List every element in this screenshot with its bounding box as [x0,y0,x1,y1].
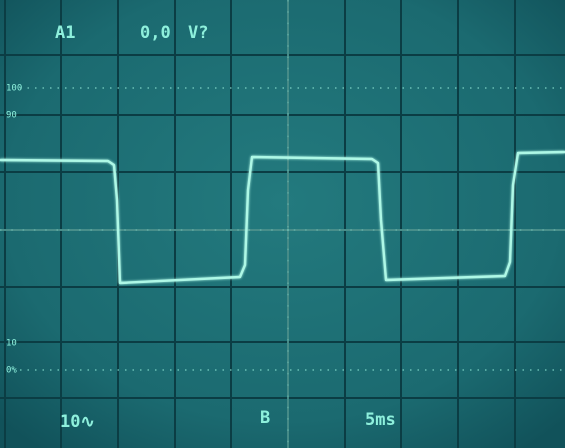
time-per-division: 5ms [365,410,396,430]
volts-per-division: 10∿ [60,412,95,432]
graticule-marker: 0% [6,366,17,376]
offset-readout: 0,0 [140,23,171,43]
graticule-marker: 10 [6,339,17,349]
trigger-readout: B [260,408,270,428]
graticule-marker: 100 [6,84,22,94]
oscilloscope-screen: A1 0,0 V? 100 90 10 0% 10∿ B 5ms [0,0,565,448]
screen-background [0,0,565,448]
channel-label: A1 [55,23,75,43]
unit-readout: V? [188,23,208,43]
graticule-marker: 90 [6,111,17,121]
